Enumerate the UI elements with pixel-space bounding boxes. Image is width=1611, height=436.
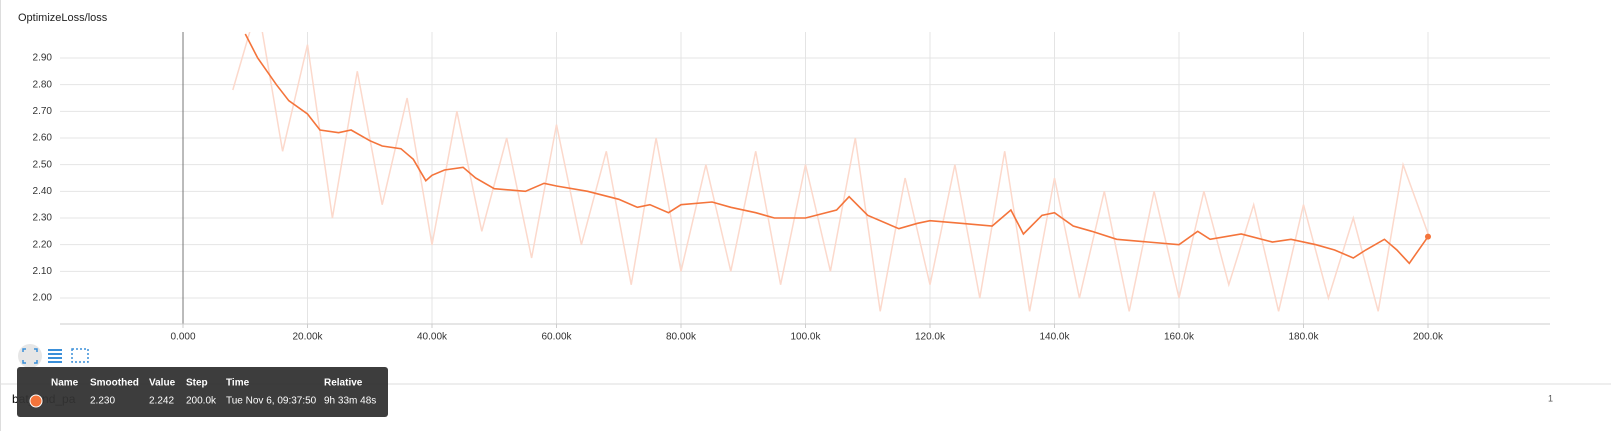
- y-tick-label: 2.90: [33, 53, 53, 64]
- x-tick-label: 160.0k: [1164, 332, 1195, 343]
- page-count: 1: [1548, 393, 1553, 403]
- tooltip-cell: 2.242: [149, 396, 174, 407]
- tooltip-header: Smoothed: [90, 378, 139, 389]
- x-tick-label: 20.00k: [292, 332, 323, 343]
- y-tick-label: 2.10: [33, 266, 53, 277]
- tooltip-header: Step: [186, 378, 208, 389]
- tooltip-swatch: [29, 394, 43, 408]
- raw-line: [232, 32, 1429, 312]
- log-icon[interactable]: [48, 349, 62, 363]
- x-tick-label: 60.00k: [541, 332, 572, 343]
- x-tick-label: 200.0k: [1413, 332, 1444, 343]
- select-icon[interactable]: [71, 348, 89, 363]
- y-tick-label: 2.80: [33, 79, 53, 90]
- tooltip-header: Value: [149, 378, 176, 389]
- tooltip-cell: 200.0k: [186, 396, 217, 407]
- x-tick-label: 140.0k: [1039, 332, 1070, 343]
- y-tick-label: 2.20: [33, 239, 53, 250]
- tooltip-cell: 2.230: [90, 396, 115, 407]
- x-tick-label: 80.00k: [666, 332, 697, 343]
- y-tick-label: 2.40: [33, 186, 53, 197]
- x-tick-label: 40.00k: [417, 332, 448, 343]
- smoothed-line: [244, 33, 1429, 265]
- y-tick-label: 2.50: [33, 159, 53, 170]
- fit-icon[interactable]: [22, 348, 38, 364]
- x-tick-label: 120.0k: [915, 332, 946, 343]
- y-tick-label: 2.30: [33, 213, 53, 224]
- toolbar: [18, 344, 89, 368]
- tooltip-header: Time: [226, 378, 250, 389]
- tooltip-cell: 9h 33m 48s: [324, 396, 376, 407]
- x-tick-label: 0.000: [170, 332, 195, 343]
- end-dot: [1424, 233, 1431, 240]
- x-tick-label: 180.0k: [1288, 332, 1319, 343]
- y-tick-label: 2.00: [33, 293, 53, 304]
- y-tick-label: 2.70: [33, 106, 53, 117]
- fit-button-bg[interactable]: [18, 344, 42, 368]
- tooltip: [17, 367, 388, 417]
- tooltip-cell: Tue Nov 6, 09:37:50: [226, 396, 317, 407]
- y-tick-label: 2.60: [33, 133, 53, 144]
- chart-title: OptimizeLoss/loss: [18, 12, 108, 24]
- x-tick-label: 100.0k: [790, 332, 821, 343]
- tooltip-header: Name: [51, 378, 79, 389]
- tooltip-header: Relative: [324, 378, 363, 389]
